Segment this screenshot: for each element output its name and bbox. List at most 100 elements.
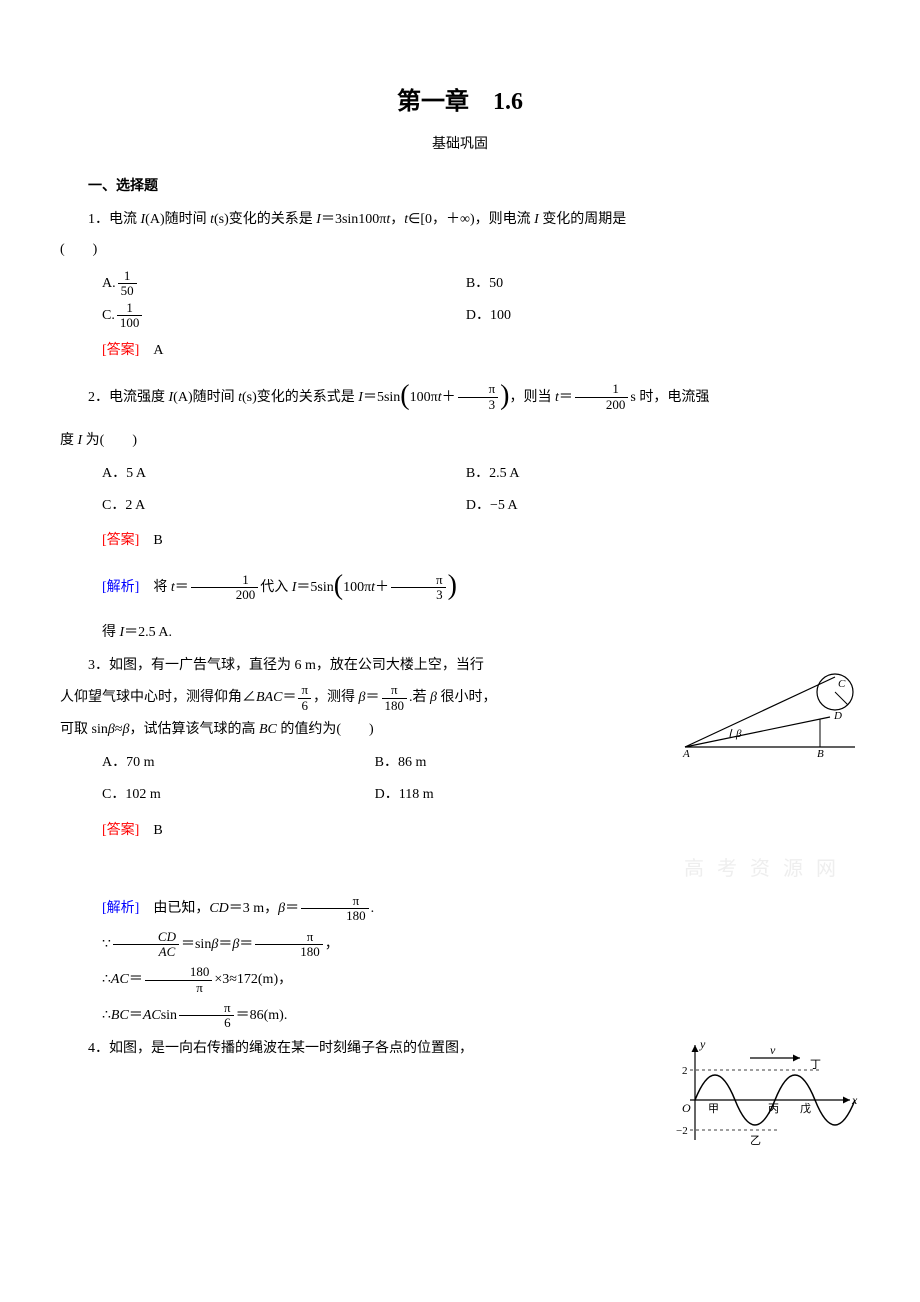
- text: ＝: [218, 937, 232, 952]
- text: ＝86(m).: [236, 1008, 288, 1023]
- label-yi: 乙: [750, 1134, 761, 1147]
- text: ＝: [129, 1008, 143, 1023]
- section-heading: 一、选择题: [60, 174, 860, 201]
- q3-solution-2: ∵CDAC＝sinβ＝β＝π180，: [60, 930, 860, 960]
- text: 很小时，: [437, 690, 497, 705]
- num: π: [298, 683, 311, 698]
- num: π: [255, 930, 323, 945]
- text: ∴: [102, 1008, 111, 1023]
- text: ∴: [102, 972, 111, 987]
- answer-label: [答案]: [102, 823, 139, 838]
- q3-options: A．70 m B．86 m C．102 m D．118 m: [102, 748, 670, 812]
- q3-opt-c: C．102 m: [102, 780, 375, 812]
- angle-bac: BAC: [256, 690, 282, 705]
- label-ding: 丁: [810, 1059, 821, 1071]
- solution-label: [解析]: [102, 901, 139, 916]
- den: 180: [382, 699, 408, 713]
- num: π: [179, 1001, 234, 1016]
- big-rparen: ): [448, 570, 457, 601]
- text: ＝5sin: [363, 389, 400, 404]
- q3-opt-a: A．70 m: [102, 748, 375, 780]
- text: ＝3 m，: [229, 901, 278, 916]
- fraction: π6: [298, 683, 311, 713]
- num: CD: [113, 930, 179, 945]
- label-beta: β: [735, 728, 742, 740]
- den: 100: [117, 316, 143, 330]
- q1-paren: ( ): [60, 237, 860, 264]
- text: ×3≈172(m)，: [214, 972, 292, 987]
- q3-solution-3: ∴AC＝180π×3≈172(m)，: [60, 965, 860, 995]
- text: ＝: [282, 690, 296, 705]
- fraction: π180: [382, 683, 408, 713]
- label-o: O: [682, 1101, 691, 1115]
- text: ＝: [239, 937, 253, 952]
- q2-stem-line2: 度 I 为( ): [60, 428, 860, 455]
- text: 100π: [343, 580, 371, 595]
- label-2: 2: [682, 1065, 688, 1077]
- num: 1: [117, 301, 143, 316]
- text: ＝5sin: [296, 580, 333, 595]
- fraction: π3: [391, 573, 446, 603]
- num: 180: [145, 965, 213, 980]
- q2-solution-1: [解析] 将 t＝1200代入 I＝5sin(100πt＋π3): [60, 561, 860, 614]
- text: 由已知，: [153, 901, 209, 916]
- text: ＝: [559, 389, 573, 404]
- q2-opt-d: D．−5 A: [466, 490, 830, 522]
- var-beta: β: [108, 722, 115, 737]
- num: 1: [118, 269, 137, 284]
- q1-options: A. 150 B．50 C. 1100 D．100: [102, 268, 860, 332]
- q1-stem: 1．电流 I(A)随时间 t(s)变化的关系是 I＝3sin100πt，t∈[0…: [60, 207, 860, 234]
- text: 的值约为( ): [277, 722, 374, 737]
- seg-cd: CD: [209, 901, 228, 916]
- answer-value: B: [153, 533, 162, 548]
- text: ＝: [129, 972, 143, 987]
- q3-answer: [答案] B: [60, 818, 860, 845]
- den: AC: [113, 945, 179, 959]
- text: ，测得: [313, 690, 359, 705]
- text: s 时，电流强: [630, 389, 709, 404]
- num: π: [458, 382, 499, 397]
- q1-opt-d: D．100: [466, 300, 830, 332]
- fraction: CDAC: [113, 930, 179, 960]
- text: ∈[0，＋∞)，则电流: [408, 212, 534, 227]
- var-beta: β: [430, 690, 437, 705]
- label-a: A: [682, 748, 690, 757]
- q1-opt-a: A. 150: [102, 268, 466, 300]
- fraction: π180: [255, 930, 323, 960]
- num: 1: [191, 573, 259, 588]
- num: π: [391, 573, 446, 588]
- seg-ac: AC: [111, 972, 129, 987]
- text: 人仰望气球中心时，测得仰角∠: [60, 690, 256, 705]
- text: ＝: [175, 580, 189, 595]
- label-v: v: [770, 1043, 776, 1057]
- big-lparen: (: [400, 380, 409, 411]
- text: (A)随时间: [173, 389, 238, 404]
- q2-opt-a: A．5 A: [102, 458, 466, 490]
- watermark: 高 考 资 源 网: [60, 850, 840, 888]
- text: 为( ): [82, 433, 137, 448]
- text: 将: [153, 580, 171, 595]
- text: ＝3sin100π: [321, 212, 386, 227]
- num: π: [301, 894, 369, 909]
- q2-opt-c: C．2 A: [102, 490, 466, 522]
- den: 200: [191, 588, 259, 602]
- text: ＋: [442, 389, 456, 404]
- text: ＝2.5 A.: [124, 625, 172, 640]
- den: 6: [298, 699, 311, 713]
- den: 50: [118, 284, 137, 298]
- var-beta: β: [123, 722, 130, 737]
- label-x: x: [851, 1093, 858, 1107]
- label-wu: 戊: [800, 1102, 811, 1115]
- text: ＝sin: [181, 937, 211, 952]
- text: ＋: [375, 580, 389, 595]
- text: ，试估算该气球的高: [130, 722, 260, 737]
- q2-answer: [答案] B: [60, 528, 860, 555]
- page-subtitle: 基础巩固: [60, 132, 860, 159]
- answer-value: B: [153, 823, 162, 838]
- text: (s)变化的关系是: [214, 212, 316, 227]
- fraction: 150: [118, 269, 137, 299]
- q1-opt-c: C. 1100: [102, 300, 466, 332]
- fraction: 1100: [117, 301, 143, 331]
- answer-label: [答案]: [102, 533, 139, 548]
- text: (A)随时间: [145, 212, 210, 227]
